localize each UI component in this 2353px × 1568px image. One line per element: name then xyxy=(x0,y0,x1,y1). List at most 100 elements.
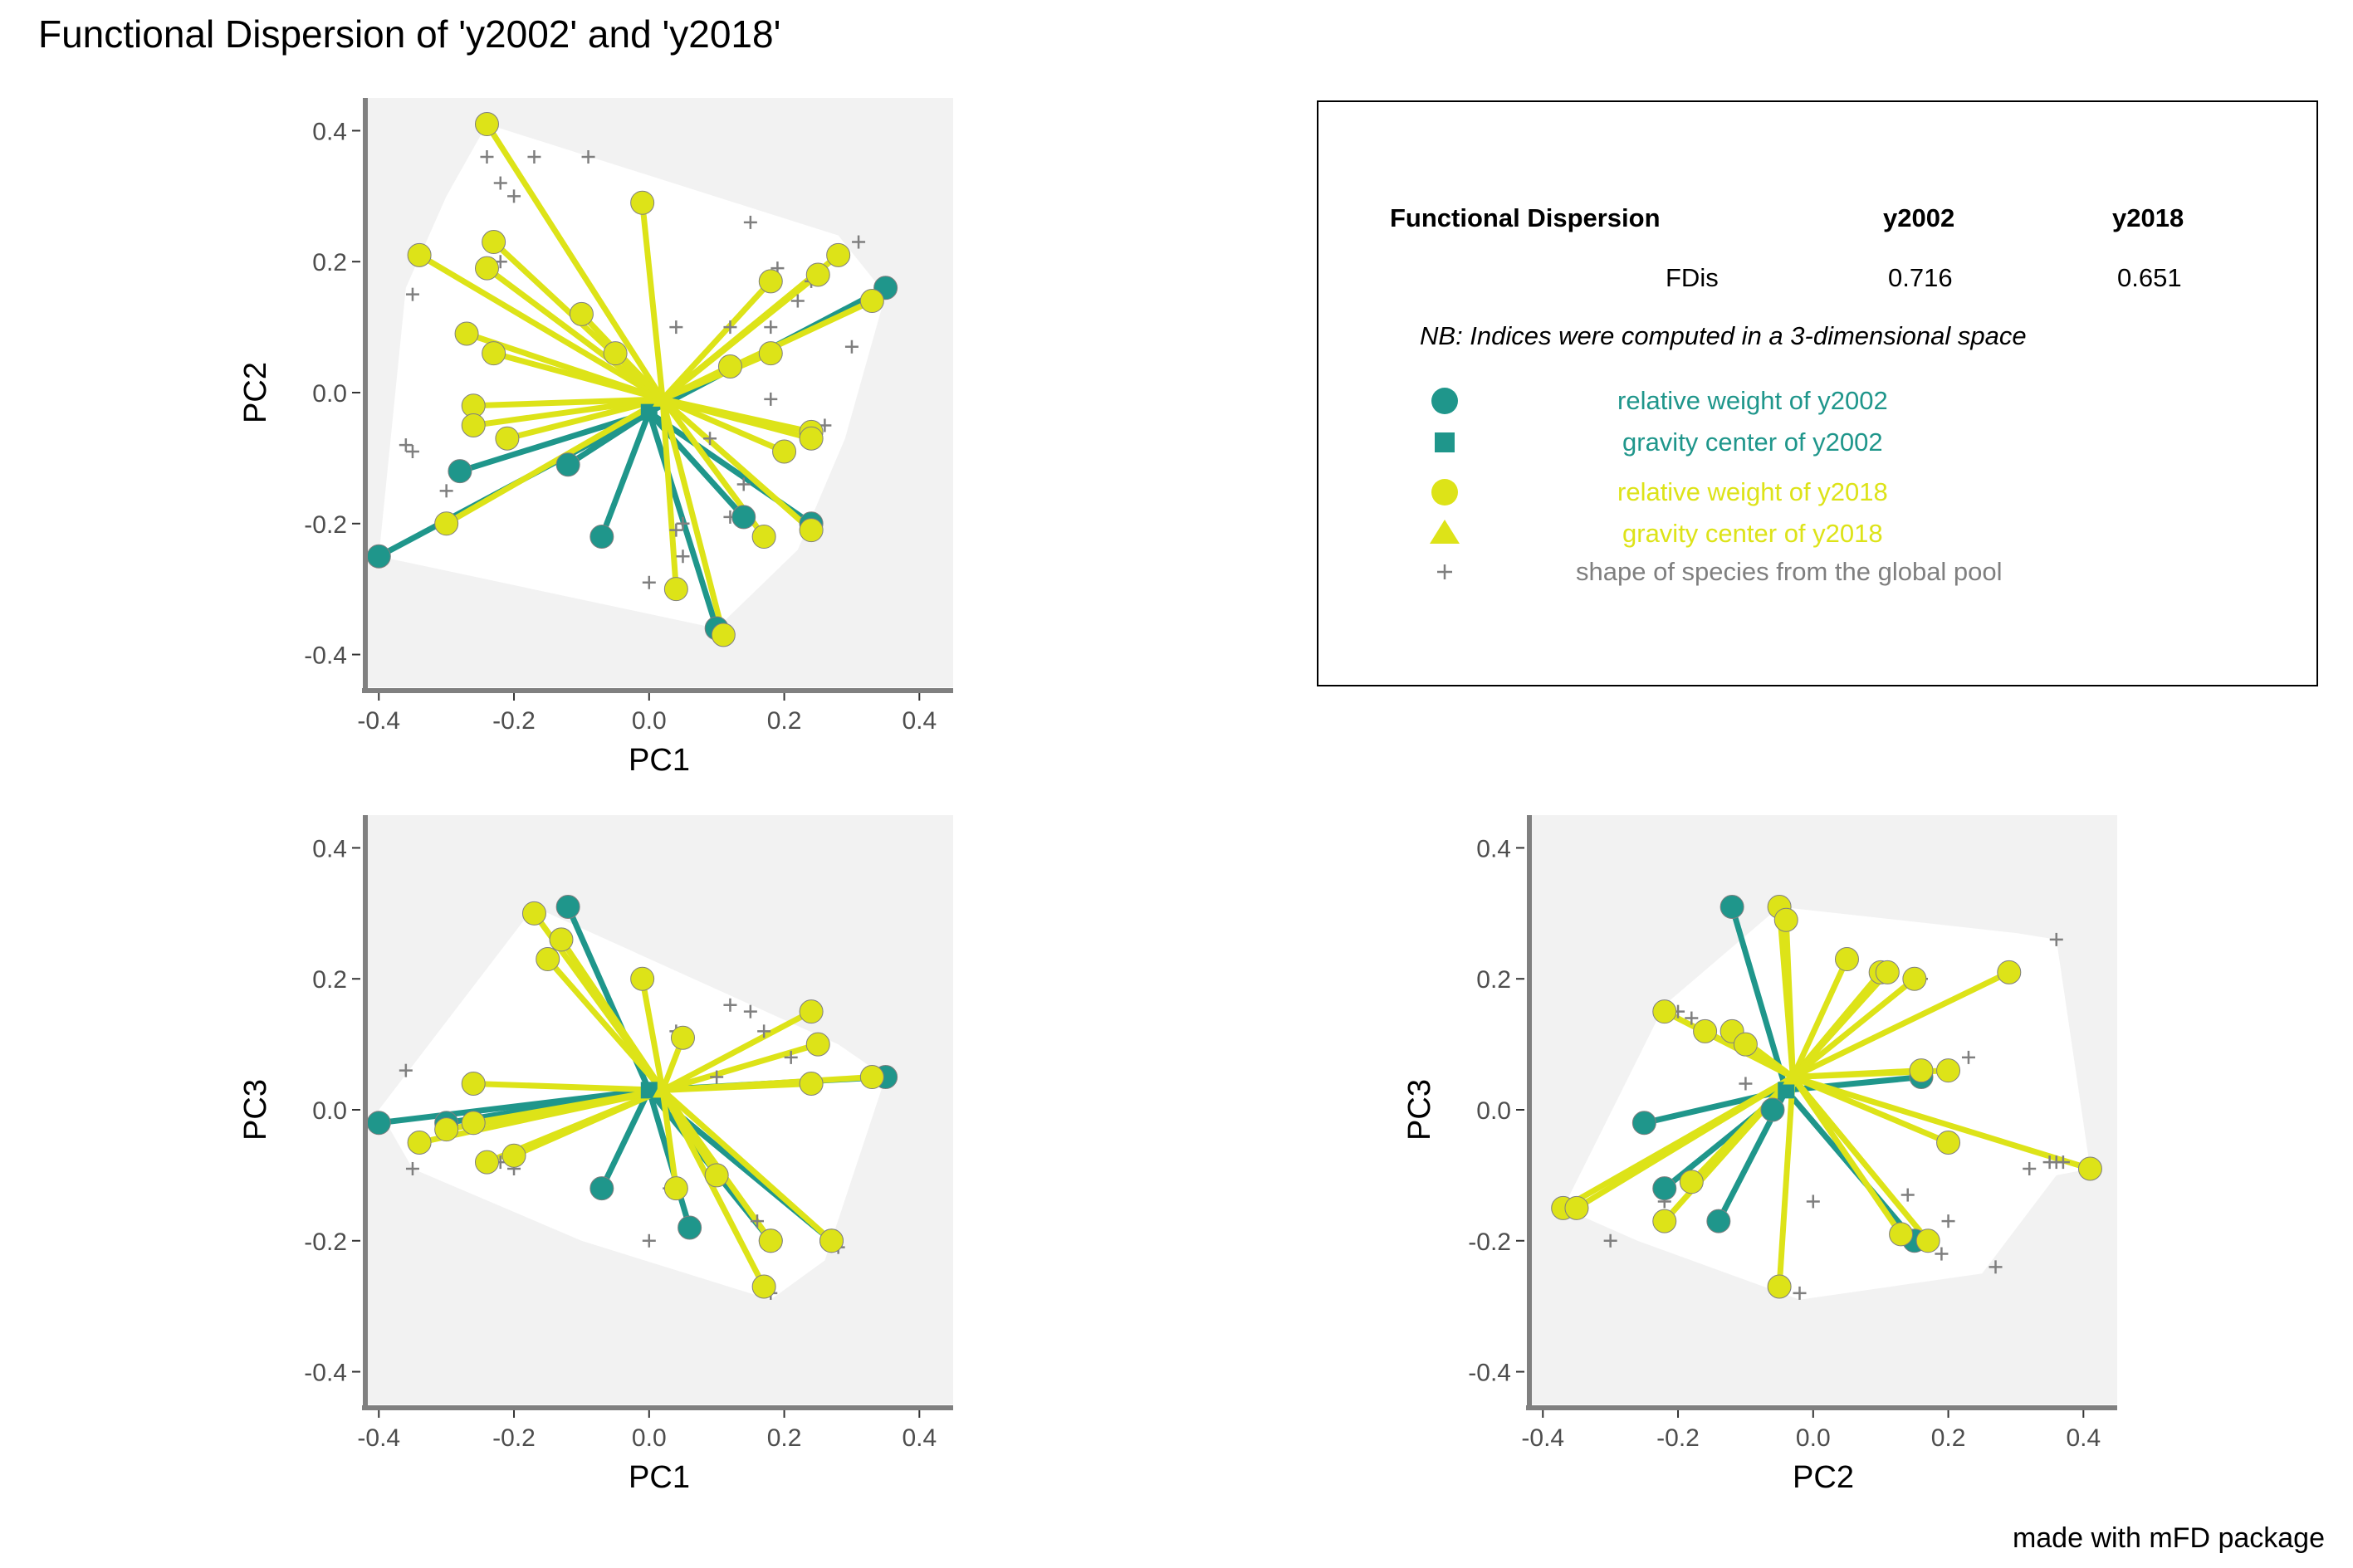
point-y2018 xyxy=(482,230,506,255)
pool-species-point xyxy=(736,477,751,491)
segment-y2018 xyxy=(444,396,664,526)
pool-species-point xyxy=(852,235,866,249)
point-y2002 xyxy=(448,459,472,484)
point-y2018 xyxy=(799,426,824,451)
segment-y2018 xyxy=(472,396,663,428)
segment-y2018 xyxy=(661,364,731,403)
pool-species-point xyxy=(669,320,683,335)
legend-row-fdis: FDis xyxy=(1666,263,1719,292)
point-y2018 xyxy=(434,511,459,536)
y-tick-label: -0.2 xyxy=(304,511,347,539)
pool-species-point xyxy=(527,150,541,164)
y-tick-label: 0.4 xyxy=(312,118,347,145)
point-y2002 xyxy=(589,525,614,550)
point-y2018 xyxy=(482,341,506,366)
x-tick-label: 0.4 xyxy=(902,707,937,735)
pool-species-point xyxy=(581,150,595,164)
y-tick-label: 0.2 xyxy=(312,249,347,276)
square-icon xyxy=(1435,432,1455,452)
legend-fdis-y2002: 0.716 xyxy=(1888,263,1953,292)
gravity-center-y2002 xyxy=(640,403,658,421)
point-y2018 xyxy=(859,289,884,314)
point-y2018 xyxy=(474,112,499,137)
pool-species-point xyxy=(480,150,494,164)
segment-y2018 xyxy=(662,396,812,442)
pool-species-point xyxy=(642,575,656,589)
segment-y2018 xyxy=(639,202,666,400)
point-y2018 xyxy=(569,301,594,326)
point-y2018 xyxy=(826,242,851,267)
pool-species-point xyxy=(703,432,717,446)
point-y2002 xyxy=(731,505,756,530)
point-y2018 xyxy=(711,623,736,647)
x-tick-label: -0.4 xyxy=(357,707,400,735)
point-y2018 xyxy=(758,269,783,294)
pool-species-point xyxy=(743,215,757,229)
pool-species-point xyxy=(439,484,453,498)
point-y2002 xyxy=(555,452,580,477)
point-y2018 xyxy=(799,518,824,543)
point-y2018 xyxy=(603,341,628,366)
point-y2018 xyxy=(495,426,520,451)
point-y2018 xyxy=(474,256,499,281)
pool-species-point xyxy=(399,438,413,452)
segment-y2018 xyxy=(659,398,726,636)
x-tick-label: 0.0 xyxy=(632,707,667,735)
legend-icons xyxy=(1430,388,1460,579)
legend-item-center-y2002: gravity center of y2002 xyxy=(1622,427,1883,457)
segment-y2002 xyxy=(566,409,651,467)
circle-icon xyxy=(1431,388,1458,414)
x-tick-label: -0.2 xyxy=(492,707,536,735)
pool-species-point xyxy=(676,550,690,564)
circle-icon xyxy=(1431,479,1458,506)
pool-species-point xyxy=(405,445,419,458)
pool-species-point xyxy=(764,392,778,406)
legend-note: NB: Indices were computed in a 3-dimensi… xyxy=(1420,321,2027,350)
pool-species-point xyxy=(723,320,737,335)
pool-species-point xyxy=(405,287,419,301)
legend-box: Functional Dispersion y2002 y2018 FDis 0… xyxy=(1317,100,2318,686)
pool-species-point xyxy=(844,339,859,354)
segment-y2018 xyxy=(418,252,664,402)
y-tick-label: -0.4 xyxy=(304,642,347,670)
point-y2018 xyxy=(758,341,783,366)
segment-y2018 xyxy=(492,350,663,403)
legend-item-weight-y2018: relative weight of y2018 xyxy=(1617,477,1888,506)
x-tick-label: 0.2 xyxy=(767,707,802,735)
segment-y2018 xyxy=(659,398,679,589)
point-y2018 xyxy=(805,262,830,287)
figure-title: Functional Dispersion of 'y2002' and 'y2… xyxy=(38,12,781,56)
legend-col-y2018: y2018 xyxy=(2112,203,2184,232)
legend-item-pool: shape of species from the global pool xyxy=(1576,557,2003,586)
point-y2018 xyxy=(717,354,742,379)
plus-icon xyxy=(1437,564,1452,579)
segment-y2018 xyxy=(661,396,785,455)
triangle-icon xyxy=(1430,520,1460,544)
legend-item-center-y2018: gravity center of y2018 xyxy=(1622,519,1883,548)
segment-y2018 xyxy=(660,397,814,533)
legend-fdis-y2018: 0.651 xyxy=(2117,263,2182,292)
pool-species-point xyxy=(764,320,778,335)
segment-y2018 xyxy=(473,396,663,409)
segment-y2018 xyxy=(485,266,665,402)
segment-y2002 xyxy=(599,411,653,538)
point-y2018 xyxy=(751,525,776,550)
pool-species-point xyxy=(507,189,521,203)
point-y2018 xyxy=(461,413,486,437)
point-y2002 xyxy=(366,544,391,569)
legend-table-header: Functional Dispersion xyxy=(1390,203,1661,232)
segment-y2018 xyxy=(506,396,663,442)
gravity-center-y2018 xyxy=(653,388,673,407)
pool-species-point xyxy=(669,523,683,537)
pool-species-point xyxy=(790,294,805,308)
legend-col-y2002: y2002 xyxy=(1883,203,1955,232)
point-y2018 xyxy=(454,321,479,346)
point-y2018 xyxy=(407,242,432,267)
point-y2018 xyxy=(630,190,655,215)
pool-species-point xyxy=(493,176,507,190)
footer-credit: made with mFD package xyxy=(2012,1522,2325,1554)
segment-y2018 xyxy=(660,279,773,402)
legend-item-weight-y2002: relative weight of y2002 xyxy=(1617,386,1888,415)
x-axis-title: PC1 xyxy=(629,743,690,778)
pool-species-point xyxy=(676,516,690,530)
